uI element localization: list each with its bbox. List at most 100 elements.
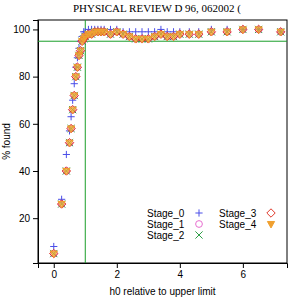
- point: [50, 249, 58, 257]
- legend-item: Stage_0: [147, 208, 203, 219]
- point: [276, 28, 284, 36]
- plot: 0 2 4 6 20 40 60 80 100: [13, 20, 287, 280]
- point: [66, 139, 73, 146]
- point: [107, 32, 114, 38]
- x-tick-mark: [243, 263, 244, 268]
- point: [67, 124, 75, 132]
- point: [107, 31, 114, 38]
- point: [63, 168, 70, 175]
- legend-label: Stage_2: [147, 230, 185, 241]
- y-axis-title: % found: [1, 123, 12, 160]
- y-tick-mark: [33, 29, 38, 30]
- y-axis-line: [33, 21, 39, 264]
- legend-item: Stage_1: [147, 219, 202, 230]
- y-tick: 20: [19, 213, 38, 224]
- point: [74, 64, 81, 71]
- point: [169, 32, 177, 40]
- page-header: PHYSICAL REVIEW D 96, 062002 (: [73, 2, 241, 15]
- point: [72, 74, 79, 80]
- x-axis-title: h0 relative to upper limit: [109, 286, 215, 297]
- point: [71, 92, 78, 99]
- y-tick-label: 40: [19, 166, 31, 177]
- point: [195, 31, 202, 38]
- x-tick: 2: [115, 263, 121, 280]
- point: [145, 36, 152, 42]
- x-tick-label: 6: [241, 269, 247, 280]
- legend-label: Stage_0: [147, 208, 185, 219]
- y-tick: 100: [13, 24, 38, 35]
- y-tick-mark: [33, 77, 38, 78]
- point: [195, 31, 202, 38]
- point: [113, 29, 120, 35]
- series-4: [50, 27, 284, 258]
- point: [277, 28, 284, 35]
- x-tick: 6: [241, 263, 247, 280]
- point: [74, 64, 81, 71]
- point: [132, 36, 139, 42]
- point: [239, 25, 247, 33]
- x-tick-label: 4: [178, 269, 184, 280]
- point: [195, 32, 202, 38]
- point: [255, 27, 262, 33]
- point: [170, 34, 177, 40]
- point: [186, 31, 193, 38]
- point: [67, 125, 74, 132]
- chart: PHYSICAL REVIEW D 96, 062002 ( 0 2 4 6 20 40 60…: [0, 0, 294, 303]
- legend-label: Stage_4: [219, 219, 257, 230]
- point: [58, 201, 65, 207]
- point: [74, 65, 81, 71]
- point: [239, 27, 246, 33]
- y-tick: 40: [19, 166, 38, 177]
- point: [68, 105, 76, 113]
- point: [138, 36, 145, 42]
- point: [224, 29, 231, 35]
- point: [186, 32, 193, 38]
- point: [71, 93, 78, 99]
- point: [254, 25, 262, 33]
- point: [72, 73, 79, 80]
- point: [255, 26, 262, 33]
- y-tick-mark: [33, 124, 38, 125]
- reference-hline: [38, 41, 287, 42]
- y-tick-label: 100: [13, 24, 30, 35]
- reference-vline: [85, 20, 86, 263]
- point: [186, 31, 193, 38]
- point: [65, 138, 73, 146]
- point: [69, 107, 76, 113]
- point: [73, 63, 81, 71]
- point: [70, 91, 78, 99]
- point: [71, 80, 78, 87]
- series-0: [50, 26, 284, 250]
- y-tick: 60: [19, 119, 38, 130]
- legend-item: Stage_4: [219, 219, 275, 230]
- x-tick-mark: [117, 263, 118, 268]
- point: [63, 168, 70, 174]
- legend: Stage_0Stage_1Stage_2 Stage_3Stage_4: [147, 208, 275, 241]
- point: [170, 33, 177, 40]
- legend-item: Stage_3: [219, 208, 275, 219]
- point: [67, 113, 74, 120]
- point: [207, 28, 215, 36]
- point: [151, 34, 158, 40]
- point: [176, 31, 183, 38]
- plot-frame: [38, 20, 287, 263]
- x-axis: 0 2 4 6: [39, 263, 288, 280]
- point: [57, 200, 65, 208]
- point: [144, 35, 152, 43]
- data-area: [38, 20, 287, 263]
- point: [62, 167, 70, 175]
- legend-marker: [195, 231, 202, 238]
- point: [50, 250, 57, 257]
- y-tick-label: 80: [19, 71, 31, 82]
- y-tick-label: 20: [19, 213, 31, 224]
- point: [195, 30, 203, 38]
- point: [239, 26, 246, 33]
- point: [126, 34, 133, 40]
- x-tick-mark: [180, 263, 181, 268]
- point: [185, 30, 193, 38]
- point: [77, 48, 84, 54]
- x-tick-label: 0: [51, 269, 57, 280]
- y-axis: 20 40 60 80 100: [13, 21, 38, 264]
- point: [224, 28, 231, 35]
- point: [208, 28, 215, 35]
